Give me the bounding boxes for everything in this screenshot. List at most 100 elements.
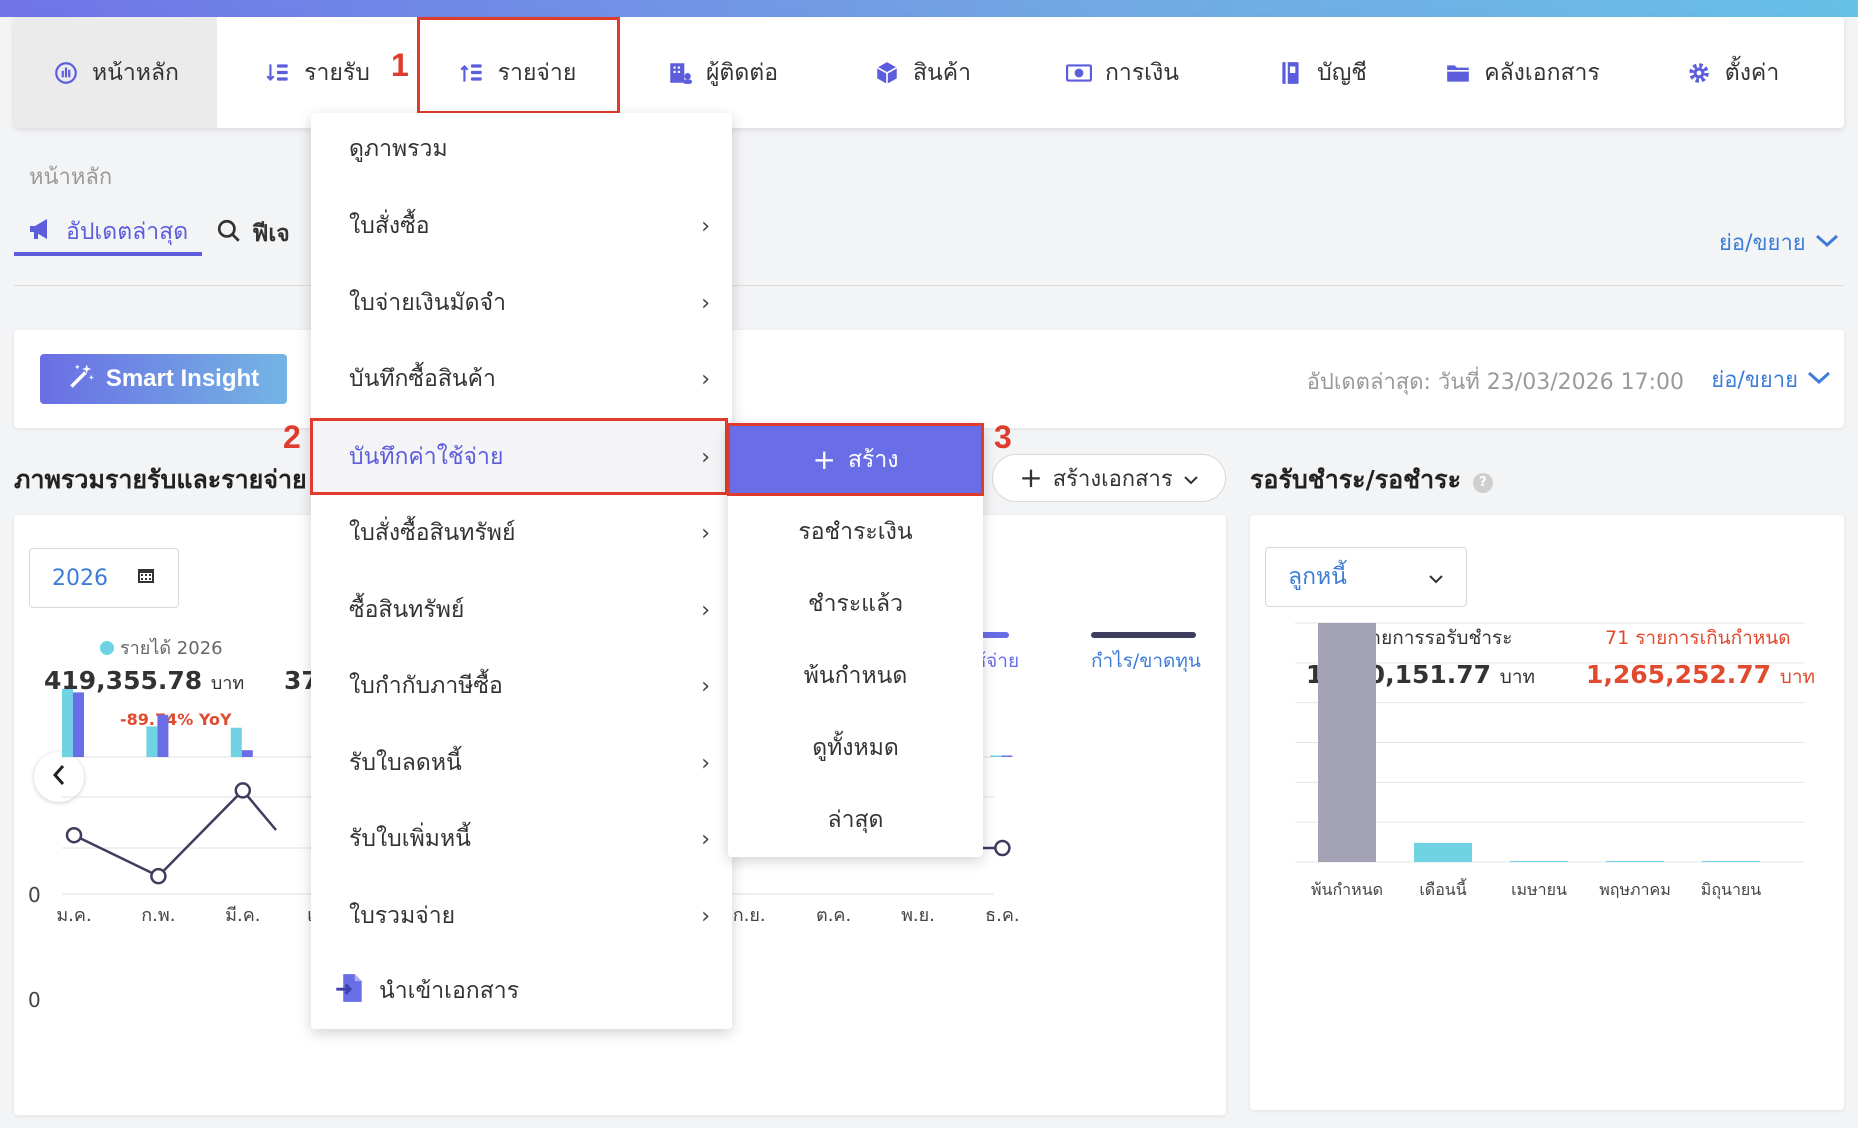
expense-record-submenu: + สร้าง รอชำระเงิน ชำระแล้ว พ้นกำหนด ดูท… (728, 424, 983, 857)
profit-point-1 (150, 867, 167, 885)
ar-bar-0 (1318, 623, 1376, 862)
step-number-1: 1 (391, 47, 409, 83)
menu-item-label: ใบจ่ายเงินมัดจำ (349, 290, 507, 316)
chevron-right-icon: › (701, 290, 710, 316)
submenu-item-view-all[interactable]: ดูทั้งหมด (812, 735, 899, 761)
menu-item-purchase-record[interactable]: บันทึกซื้อสินค้า › (311, 343, 732, 415)
nav-contacts[interactable]: ผู้ติดต่อ (617, 17, 827, 128)
collapse-label: ย่อ/ขยาย (1719, 231, 1806, 256)
debtor-select-value: ลูกหนี้ (1288, 564, 1347, 590)
chevron-right-icon: › (701, 597, 710, 623)
nav-documents[interactable]: คลังเอกสาร (1417, 17, 1627, 128)
ar-bar-4 (1702, 861, 1760, 862)
year-value: 2026 (52, 565, 108, 591)
bar-income-11 (990, 755, 1002, 757)
menu-item-credit-note[interactable]: รับใบลดหนี้ › (311, 727, 732, 799)
step-number-2: 2 (283, 419, 301, 455)
submenu-item-overdue[interactable]: พ้นกำหนด (803, 663, 908, 689)
main-navbar: หน้าหลัก รายรับ รายจ่าย ผู้ติดต่อ สินค้า… (14, 17, 1844, 128)
highlight-box-step3 (727, 423, 984, 496)
tab-latest-updates[interactable]: อัปเดตล่าสุด (14, 212, 203, 256)
menu-item-purchase-order[interactable]: ใบสั่งซื้อ › (311, 190, 732, 262)
smart-insight-button[interactable]: Smart Insight (40, 354, 287, 404)
tab-label: ฟีเจ (252, 221, 290, 247)
profit-legend-line (1091, 632, 1196, 638)
expense-icon (458, 59, 486, 87)
bar-expense-2 (241, 750, 253, 757)
nav-accounting[interactable]: บัญชี (1227, 17, 1417, 128)
chevron-down-icon (1814, 230, 1840, 255)
submenu-item-latest[interactable]: ล่าสุด (827, 807, 884, 833)
currency-label: บาท (210, 673, 245, 694)
chevron-left-icon (51, 763, 67, 791)
month-tick-label: ม.ค. (56, 905, 91, 926)
income-yoy: -89.74% YoY (120, 710, 232, 729)
contacts-icon (666, 59, 694, 87)
menu-item-label: ซื้อสินทรัพย์ (349, 597, 465, 623)
income-legend: รายได้ 2026 (100, 633, 223, 662)
month-tick-label: ก.พ. (141, 905, 175, 926)
accounting-book-icon (1277, 59, 1305, 87)
highlight-box-step1 (417, 17, 620, 114)
chart-prev-button[interactable] (34, 752, 84, 802)
menu-item-expense-record[interactable]: บันทึกค่าใช้จ่าย › (311, 420, 732, 494)
menu-item-label: ดูภาพรวม (349, 136, 448, 162)
collapse-toggle-insight[interactable]: ย่อ/ขยาย (1711, 362, 1832, 397)
submenu-item-awaiting-payment[interactable]: รอชำระเงิน (798, 519, 913, 545)
menu-item-asset-order[interactable]: ใบสั่งซื้อสินทรัพย์ › (311, 497, 732, 569)
nav-products[interactable]: สินค้า (827, 17, 1017, 128)
highlight-box-step2 (310, 418, 728, 495)
nav-finance[interactable]: การเงิน (1017, 17, 1227, 128)
search-icon (216, 218, 242, 250)
collapse-toggle-top[interactable]: ย่อ/ขยาย (1719, 225, 1840, 260)
chevron-down-icon (1183, 466, 1199, 491)
submenu-create-label: สร้าง (847, 447, 899, 473)
collapse-label: ย่อ/ขยาย (1711, 368, 1798, 393)
profit-legend-label[interactable]: กำไร/ขาดทุน (1091, 650, 1201, 672)
menu-item-import-document[interactable]: นำเข้าเอกสาร (311, 955, 732, 1027)
menu-item-debit-note[interactable]: รับใบเพิ่มหนี้ › (311, 803, 732, 875)
menu-item-overview[interactable]: ดูภาพรวม (311, 113, 732, 185)
menu-item-purchase-tax-invoice[interactable]: ใบกำกับภาษีซื้อ › (311, 650, 732, 722)
chevron-right-icon: › (701, 444, 710, 470)
tab-label: อัปเดตล่าสุด (66, 219, 189, 245)
chevron-down-icon (1806, 367, 1832, 392)
nav-income[interactable]: รายรับ (217, 17, 417, 128)
overview-title: ภาพรวมรายรับและรายจ่าย (14, 465, 307, 494)
bar-expense-0 (73, 692, 84, 757)
nav-label: สินค้า (912, 59, 972, 86)
submenu-item-paid[interactable]: ชำระแล้ว (807, 591, 904, 617)
chevron-down-icon (1428, 564, 1444, 590)
year-picker[interactable]: 2026 (29, 548, 179, 608)
expense-dropdown-menu: ดูภาพรวม ใบสั่งซื้อ › ใบจ่ายเงินมัดจำ › บั… (311, 113, 732, 1029)
help-icon[interactable]: ? (1473, 473, 1494, 493)
profit-line-start (73, 788, 277, 878)
bar-expense-11 (1001, 755, 1013, 757)
megaphone-icon (28, 217, 56, 247)
ar-category-label: พฤษภาคม (1599, 880, 1671, 899)
nav-settings[interactable]: ตั้งค่า (1627, 17, 1837, 128)
bar-axis-zero: 0 (28, 883, 41, 907)
menu-item-deposit-payment[interactable]: ใบจ่ายเงินมัดจำ › (311, 267, 732, 339)
bar-income-1 (146, 726, 158, 757)
menu-item-combined-payment[interactable]: ใบรวมจ่าย › (311, 880, 732, 952)
bar-income-2 (230, 727, 242, 757)
ar-bar-2 (1510, 861, 1568, 862)
menu-item-label: ใบรวมจ่าย (349, 903, 456, 929)
nav-label: รายรับ (304, 59, 370, 86)
month-tick-label: มี.ค. (225, 905, 260, 926)
month-tick-label: ธ.ค. (985, 905, 1019, 926)
debtor-select[interactable]: ลูกหนี้ (1265, 547, 1467, 607)
chevron-right-icon: › (701, 520, 710, 546)
overdue-amount: 1,265,252.77 บาท (1586, 660, 1815, 692)
smart-insight-label: Smart Insight (105, 365, 260, 392)
nav-dashboard[interactable]: หน้าหลัก (14, 17, 217, 128)
overdue-amount-value: 1,265,252.77 (1586, 660, 1772, 689)
menu-item-asset-purchase[interactable]: ซื้อสินทรัพย์ › (311, 574, 732, 646)
ar-title: รอรับชำระ/รอชำระ? (1250, 460, 1494, 500)
submenu-create-button[interactable]: + สร้าง (728, 424, 983, 496)
tab-features[interactable]: ฟีเจ (202, 212, 304, 256)
menu-item-label: นำเข้าเอกสาร (379, 978, 520, 1004)
create-document-button[interactable]: + สร้างเอกสาร (992, 454, 1226, 502)
nav-expense[interactable]: รายจ่าย (417, 17, 617, 128)
